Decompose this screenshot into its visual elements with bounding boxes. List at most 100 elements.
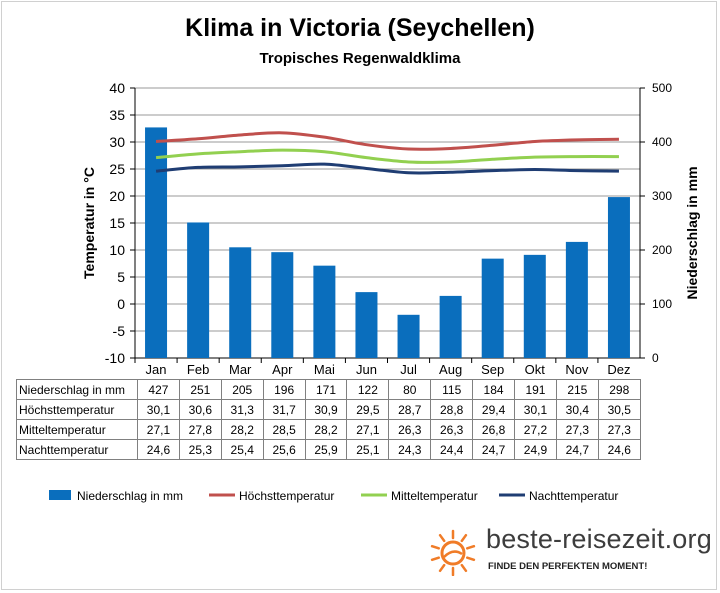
brand-logo[interactable]: beste-reisezeit.org FINDE DEN PERFEKTEN … xyxy=(428,522,716,582)
table-cell: 27,2 xyxy=(514,419,557,440)
y-left-tick-label: 25 xyxy=(109,161,125,177)
y-right-tick-label: 400 xyxy=(652,135,672,149)
y-left-tick-label: 5 xyxy=(117,269,125,285)
table-cell: 30,6 xyxy=(178,399,222,420)
table-cell: 27,3 xyxy=(597,419,641,440)
table-cell: 31,7 xyxy=(262,399,306,420)
legend-item-nachttemperatur: Nachttemperatur xyxy=(499,489,618,503)
y-left-tick-label: 20 xyxy=(109,188,125,204)
legend-item-niederschlag: Niederschlag in mm xyxy=(49,489,183,503)
table-cell: 191 xyxy=(514,379,557,400)
table-cell: 26,8 xyxy=(472,419,516,440)
bar-niederschlag xyxy=(229,247,252,358)
table-cell: 25,6 xyxy=(262,439,306,460)
bar-niederschlag xyxy=(439,295,462,358)
table-row: Höchsttemperatur 30,1 30,6 31,3 31,7 30,9 29,5… xyxy=(16,399,641,420)
y-right-tick-label: 300 xyxy=(652,189,672,203)
table-cell: 24,3 xyxy=(388,439,432,460)
x-tick-label: Jun xyxy=(356,362,377,377)
sun-wave xyxy=(443,550,463,558)
series-line-mitteltemperatur xyxy=(155,148,619,164)
table-cell: 298 xyxy=(597,379,641,400)
x-tick-label: Aug xyxy=(439,362,462,377)
y-right-tick-label: 500 xyxy=(652,81,672,95)
y-left-tick-label: 15 xyxy=(109,215,125,231)
bar-niederschlag xyxy=(523,254,546,358)
bar-niederschlag xyxy=(145,127,168,358)
sun-ray xyxy=(466,556,476,562)
sun-ray xyxy=(430,544,440,550)
y-right-tick-label: 200 xyxy=(652,243,672,257)
logo-text: beste-reisezeit.org xyxy=(486,524,712,554)
chart-subtitle: Tropisches Regenwaldklima xyxy=(259,50,461,67)
table-cell: 28,7 xyxy=(388,399,432,420)
table-cell: 28,8 xyxy=(430,399,474,420)
legend-label: Niederschlag in mm xyxy=(77,489,183,503)
table-cell: 427 xyxy=(137,379,180,400)
legend-item-höchsttemperatur: Höchsttemperatur xyxy=(209,489,334,503)
table-cell: 29,4 xyxy=(472,399,516,420)
climate-data-table: Niederschlag in mm 427 251 205 196 171 122 80 11… xyxy=(16,379,641,460)
sun-ray xyxy=(460,563,468,573)
y-left-tick-label: 35 xyxy=(109,107,125,123)
legend-swatch xyxy=(49,490,71,500)
table-row: Mitteltemperatur 27,1 27,8 28,2 28,5 28,2 27,1… xyxy=(16,419,641,440)
table-row-label: Mitteltemperatur xyxy=(16,419,138,440)
table-row-label: Nachttemperatur xyxy=(16,439,138,460)
y-right-tick-label: 100 xyxy=(652,297,672,311)
sun-arc xyxy=(440,552,466,566)
bar-niederschlag xyxy=(187,222,210,358)
table-cell: 115 xyxy=(430,379,474,400)
sun-arc xyxy=(440,540,466,554)
y-left-axis-title: Temperatur in °C xyxy=(81,167,97,279)
table-cell: 27,1 xyxy=(137,419,180,440)
table-cell: 27,1 xyxy=(346,419,390,440)
legend-label: Nachttemperatur xyxy=(529,489,618,503)
x-tick-label: Mai xyxy=(314,362,335,377)
y-left-tick-label: -5 xyxy=(113,323,126,339)
table-cell: 24,6 xyxy=(137,439,180,460)
sun-ray xyxy=(438,563,446,573)
x-tick-label: Mar xyxy=(229,362,252,377)
bar-niederschlag xyxy=(397,314,420,358)
table-cell: 30,1 xyxy=(514,399,557,420)
x-tick-label: Dez xyxy=(607,362,630,377)
table-cell: 31,3 xyxy=(220,399,264,420)
table-cell: 24,7 xyxy=(555,439,599,460)
sun-ray xyxy=(466,544,476,550)
table-cell: 28,5 xyxy=(262,419,306,440)
table-cell: 24,7 xyxy=(472,439,516,460)
table-cell: 30,1 xyxy=(137,399,180,420)
table-cell: 29,5 xyxy=(346,399,390,420)
y-left-tick-label: 0 xyxy=(117,296,125,312)
table-cell: 215 xyxy=(555,379,599,400)
legend-item-mitteltemperatur: Mitteltemperatur xyxy=(361,489,478,503)
x-tick-label: Jan xyxy=(146,362,167,377)
table-cell: 30,9 xyxy=(304,399,348,420)
table-cell: 25,1 xyxy=(346,439,390,460)
x-tick-label: Feb xyxy=(187,362,209,377)
y-right-axis-title: Niederschlag in mm xyxy=(684,166,700,299)
x-tick-label: Okt xyxy=(525,362,546,377)
table-cell: 24,9 xyxy=(514,439,557,460)
x-tick-label: Nov xyxy=(565,362,589,377)
bar-niederschlag xyxy=(565,241,588,358)
table-cell: 184 xyxy=(472,379,516,400)
bar-niederschlag xyxy=(355,292,378,358)
table-cell: 30,5 xyxy=(597,399,641,420)
table-cell: 27,3 xyxy=(555,419,599,440)
bar-niederschlag xyxy=(607,197,630,358)
y-left-tick-label: -10 xyxy=(105,350,125,366)
sun-icon xyxy=(430,529,476,576)
table-cell: 30,4 xyxy=(555,399,599,420)
sun-ray xyxy=(430,556,440,562)
table-cell: 25,3 xyxy=(178,439,222,460)
y-left-tick-label: 40 xyxy=(109,80,125,96)
table-row-label: Niederschlag in mm xyxy=(16,379,138,400)
table-cell: 28,2 xyxy=(304,419,348,440)
x-tick-label: Apr xyxy=(272,362,293,377)
bar-niederschlag xyxy=(481,258,504,358)
legend-label: Mitteltemperatur xyxy=(391,489,478,503)
table-row-label: Höchsttemperatur xyxy=(16,399,138,420)
series-line-höchsttemperatur xyxy=(155,131,619,151)
